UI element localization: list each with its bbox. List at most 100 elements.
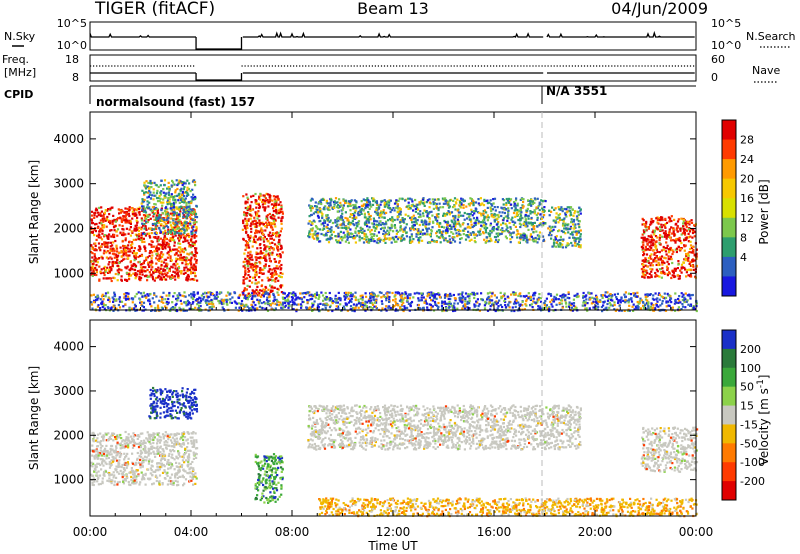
data-cell	[91, 262, 94, 266]
data-cell	[450, 219, 453, 222]
data-cell	[311, 207, 314, 210]
data-cell	[137, 226, 141, 229]
data-cell	[340, 218, 343, 221]
data-cell	[420, 200, 423, 203]
data-cell	[357, 220, 361, 223]
data-cell	[646, 237, 649, 241]
data-cell	[512, 291, 515, 294]
data-cell	[249, 240, 252, 243]
data-cell	[398, 207, 401, 210]
data-cell	[627, 301, 630, 304]
data-cell	[258, 215, 261, 218]
data-cell	[484, 225, 487, 228]
data-cell	[134, 224, 137, 227]
data-cell	[188, 182, 191, 185]
data-cell	[247, 219, 250, 222]
data-cell	[160, 263, 163, 267]
data-cell	[156, 254, 159, 257]
data-cell	[568, 206, 571, 209]
data-cell	[263, 195, 266, 198]
data-cell	[262, 198, 265, 202]
data-cell	[431, 214, 434, 217]
data-cell	[259, 238, 262, 241]
data-cell	[186, 225, 189, 228]
data-cell	[170, 195, 173, 198]
data-cell	[505, 228, 508, 231]
data-cell	[171, 233, 174, 236]
data-cell	[263, 266, 266, 269]
data-cell	[351, 213, 354, 217]
data-cell	[127, 244, 130, 247]
data-cell	[253, 223, 256, 226]
data-cell	[550, 237, 553, 240]
data-cell	[141, 189, 144, 192]
data-cell	[676, 220, 680, 223]
data-cell	[531, 200, 534, 203]
data-cell	[342, 198, 345, 201]
data-cell	[273, 286, 276, 289]
data-cell	[167, 245, 170, 248]
data-cell	[531, 223, 534, 226]
data-cell	[110, 279, 113, 283]
data-cell	[109, 222, 112, 225]
data-cell	[475, 219, 478, 222]
data-cell	[242, 293, 245, 296]
data-cell	[505, 202, 508, 205]
data-cell	[195, 225, 198, 229]
data-cell	[380, 300, 383, 303]
data-cell	[115, 230, 118, 233]
data-cell	[269, 252, 272, 255]
data-cell	[445, 213, 448, 216]
data-cell	[575, 237, 578, 241]
data-cell	[250, 223, 253, 226]
data-cell	[419, 215, 422, 218]
data-cell	[254, 241, 258, 244]
data-cell	[426, 199, 429, 202]
data-cell	[435, 204, 438, 208]
data-cell	[193, 278, 196, 281]
data-cell	[318, 228, 322, 231]
data-cell	[363, 235, 366, 238]
data-cell	[267, 205, 270, 208]
data-cell	[383, 199, 386, 202]
data-cell	[416, 206, 419, 209]
data-cell	[168, 239, 171, 242]
data-cell	[162, 227, 165, 230]
data-cell	[474, 201, 478, 204]
data-cell	[262, 206, 265, 209]
data-cell	[476, 216, 479, 219]
data-cell	[374, 295, 377, 298]
data-cell	[295, 297, 298, 300]
data-cell	[645, 222, 648, 225]
data-cell	[465, 234, 468, 237]
data-cell	[251, 220, 254, 223]
data-cell	[648, 245, 651, 248]
data-cell	[171, 236, 174, 239]
data-cell	[360, 212, 363, 215]
data-cell	[181, 197, 184, 200]
data-cell	[425, 220, 428, 223]
data-cell	[533, 221, 536, 224]
data-cell	[534, 240, 537, 243]
data-cell	[267, 293, 270, 296]
data-cell	[421, 228, 424, 231]
data-cell	[183, 231, 186, 235]
data-cell	[373, 233, 376, 236]
data-cell	[169, 207, 172, 210]
data-cell	[519, 212, 522, 215]
data-cell	[412, 226, 415, 229]
data-cell	[474, 221, 477, 225]
data-cell	[363, 304, 366, 307]
data-cell	[243, 213, 246, 216]
data-cell	[314, 233, 317, 236]
data-cell	[653, 258, 656, 261]
data-cell	[183, 194, 186, 198]
data-cell	[255, 251, 258, 254]
data-cell	[375, 202, 379, 205]
data-cell	[409, 241, 412, 244]
data-cell	[314, 201, 317, 204]
data-cell	[570, 213, 573, 216]
data-cell	[108, 213, 111, 216]
data-cell	[191, 241, 194, 244]
data-cell	[259, 289, 262, 292]
